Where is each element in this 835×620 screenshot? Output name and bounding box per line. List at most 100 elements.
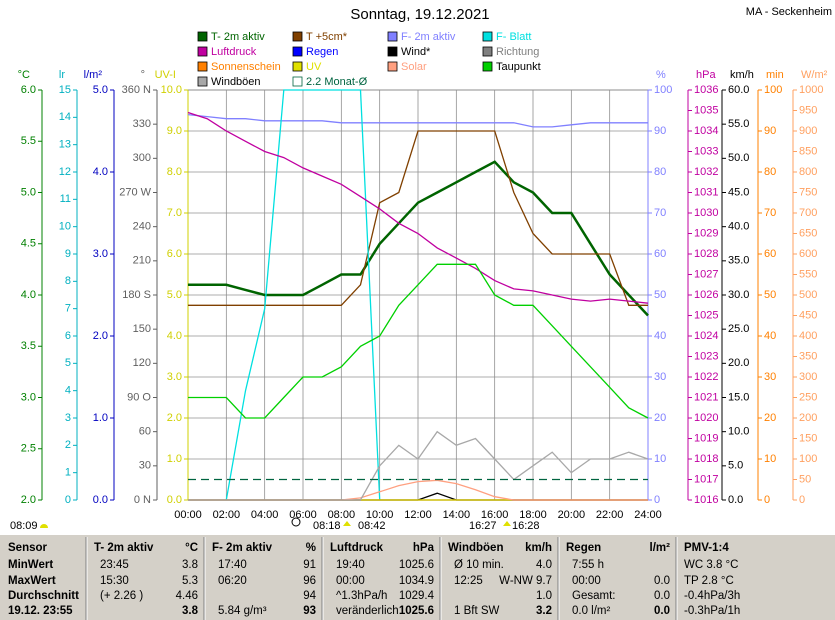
y-tick-label: 60.0 bbox=[728, 84, 749, 96]
y-tick-label: 35.0 bbox=[728, 255, 749, 267]
y-tick-label: 90 bbox=[764, 125, 776, 137]
y-tick-label: 100 bbox=[799, 453, 817, 465]
legend-swatch bbox=[292, 76, 303, 87]
x-tick-label: 18:00 bbox=[519, 509, 547, 521]
y-tick-label: 1031 bbox=[694, 186, 718, 198]
y-tick-label: 10 bbox=[654, 453, 666, 465]
x-tick-label: 02:00 bbox=[213, 509, 241, 521]
y-tick-label: 550 bbox=[799, 268, 817, 280]
table-cell: 1.0 bbox=[536, 590, 552, 602]
y-tick-label: 1017 bbox=[694, 473, 718, 485]
panel-title: F- 2m aktiv bbox=[212, 542, 273, 554]
y-tick-label: 6 bbox=[65, 330, 71, 342]
table-cell: veränderlich bbox=[336, 605, 399, 617]
y-tick-label: 60 bbox=[764, 248, 776, 260]
y-tick-label: 300 bbox=[799, 371, 817, 383]
table-cell: 17:40 bbox=[218, 559, 247, 571]
y-tick-label: 200 bbox=[799, 412, 817, 424]
y-tick-label: 1.0 bbox=[167, 453, 182, 465]
series-line bbox=[188, 160, 649, 317]
y-tick-label: 60 bbox=[139, 426, 151, 438]
x-tick-label: 10:00 bbox=[366, 509, 394, 521]
legend-swatch bbox=[292, 31, 303, 42]
sun-down-icon bbox=[503, 521, 511, 526]
y-tick-label: 8.0 bbox=[167, 166, 182, 178]
y-tick-label: 5.0 bbox=[21, 186, 36, 198]
table-cell: Gesamt: bbox=[572, 590, 615, 602]
y-tick-label: 30 bbox=[139, 460, 151, 472]
y-tick-label: 50 bbox=[764, 289, 776, 301]
legend-label: Solar bbox=[401, 61, 427, 73]
y-tick-label: 1027 bbox=[694, 268, 718, 280]
sun-time: 08:42 bbox=[358, 520, 386, 532]
legend-label: Wind* bbox=[401, 46, 431, 58]
y-tick-label: 2 bbox=[65, 439, 71, 451]
row-label: Durchschnitt bbox=[8, 590, 79, 602]
sunrise-icon bbox=[40, 524, 48, 528]
x-tick-label: 00:00 bbox=[174, 509, 202, 521]
summary-table: Sensor MinWert MaxWert Durchschnitt 19.12. 2… bbox=[8, 537, 740, 620]
sun-time: 08:18 bbox=[313, 520, 341, 532]
y-tick-label: 60 bbox=[654, 248, 666, 260]
axis-unit: km/h bbox=[730, 69, 754, 81]
table-cell: WC 3.8 °C bbox=[684, 559, 738, 571]
legend-label: F- 2m aktiv bbox=[401, 31, 456, 43]
y-tick-label: 0 bbox=[654, 494, 660, 506]
legend-swatch bbox=[482, 61, 493, 72]
y-tick-label: 9.0 bbox=[167, 125, 182, 137]
y-tick-label: 7 bbox=[65, 303, 71, 315]
table-cell: 5.84 g/m³ bbox=[218, 605, 267, 617]
y-tick-label: 50 bbox=[654, 289, 666, 301]
legend-swatch bbox=[197, 61, 208, 72]
axis-unit: % bbox=[656, 69, 666, 81]
legend-label: Luftdruck bbox=[211, 46, 257, 58]
y-tick-label: 9 bbox=[65, 248, 71, 260]
y-tick-label: 10 bbox=[764, 453, 776, 465]
table-cell: 3.8 bbox=[182, 605, 199, 617]
y-tick-label: 1020 bbox=[694, 412, 718, 424]
y-tick-label: 20 bbox=[764, 412, 776, 424]
table-cell: 0.0 bbox=[654, 575, 670, 587]
y-tick-label: 1034 bbox=[694, 125, 718, 137]
table-cell: 91 bbox=[303, 559, 316, 571]
y-tick-label: 400 bbox=[799, 330, 817, 342]
y-tick-label: 1021 bbox=[694, 391, 718, 403]
sun-icons bbox=[40, 517, 511, 528]
y-tick-label: 5.0 bbox=[93, 84, 108, 96]
y-tick-label: 20.0 bbox=[728, 357, 749, 369]
y-tick-label: 0 bbox=[65, 494, 71, 506]
y-tick-label: 950 bbox=[799, 104, 817, 116]
y-tick-label: 1029 bbox=[694, 227, 718, 239]
y-tick-label: 0.0 bbox=[93, 494, 108, 506]
table-cell: 7:55 h bbox=[572, 559, 604, 571]
y-tick-label: 5.5 bbox=[21, 135, 36, 147]
y-tick-label: 2.5 bbox=[21, 443, 36, 455]
y-tick-label: 360 N bbox=[122, 84, 151, 96]
y-tick-label: 270 W bbox=[119, 186, 151, 198]
y-tick-label: 650 bbox=[799, 227, 817, 239]
legend-swatch bbox=[387, 61, 398, 72]
table-cell: 1034.9 bbox=[399, 575, 434, 587]
table-cell: ^1.3hPa/h bbox=[336, 590, 387, 602]
series-line bbox=[188, 430, 649, 501]
y-tick-label: 600 bbox=[799, 248, 817, 260]
table-cell: 00:00 bbox=[336, 575, 365, 587]
y-tick-label: 210 bbox=[133, 255, 151, 267]
y-tick-label: 800 bbox=[799, 166, 817, 178]
table-cell: 1025.6 bbox=[399, 605, 434, 617]
y-tick-label: 80 bbox=[654, 166, 666, 178]
panel-title: Luftdruck bbox=[330, 542, 384, 554]
table-cell: -0.3hPa/1h bbox=[684, 605, 740, 617]
y-tick-label: 30.0 bbox=[728, 289, 749, 301]
y-tick-label: 1.0 bbox=[93, 412, 108, 424]
series-line bbox=[187, 111, 649, 304]
panel-unit: °C bbox=[185, 542, 198, 554]
table-cell: 96 bbox=[303, 575, 316, 587]
y-tick-label: 25.0 bbox=[728, 323, 749, 335]
y-tick-label: 5.0 bbox=[167, 289, 182, 301]
axis-unit: ° bbox=[141, 69, 145, 81]
y-tick-label: 70 bbox=[764, 207, 776, 219]
y-tick-label: 1030 bbox=[694, 207, 718, 219]
table-cell: 94 bbox=[303, 590, 316, 602]
y-tick-label: 2.0 bbox=[93, 330, 108, 342]
